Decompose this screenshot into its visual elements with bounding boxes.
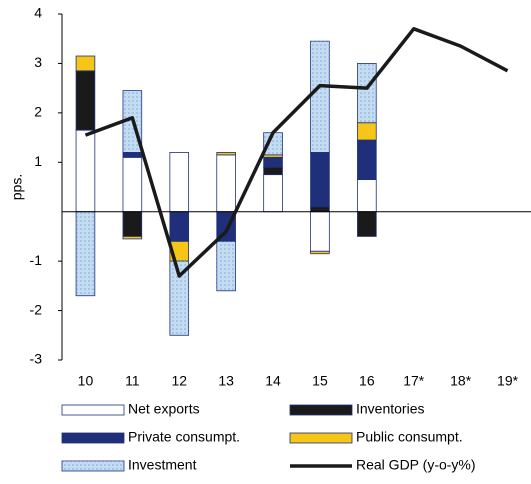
legend-label: Inventories bbox=[356, 401, 424, 417]
bar-segment bbox=[357, 211, 377, 237]
legend-swatch bbox=[61, 432, 125, 444]
legend-swatch bbox=[289, 432, 353, 444]
x-tick-label: 18* bbox=[450, 373, 472, 389]
bar-segment bbox=[75, 129, 96, 213]
legend-label: Public consumpt. bbox=[356, 429, 463, 445]
bar-segment bbox=[263, 166, 283, 176]
legend-pattern bbox=[62, 461, 124, 471]
bar-segment bbox=[122, 236, 143, 240]
bar-segment bbox=[357, 139, 377, 180]
x-tick-label: 16 bbox=[359, 373, 375, 389]
bar-segment bbox=[169, 151, 190, 213]
bar-segment bbox=[310, 151, 330, 208]
bar-segment bbox=[263, 174, 283, 213]
y-tick-label: -3 bbox=[30, 351, 43, 367]
y-tick-label: 2 bbox=[34, 104, 42, 120]
bar-segment bbox=[357, 179, 377, 213]
y-tick-label: 1 bbox=[34, 153, 42, 169]
x-tick-label: 12 bbox=[171, 373, 187, 389]
x-tick-label: 11 bbox=[125, 373, 140, 389]
y-axis-label: pps. bbox=[9, 174, 25, 200]
bar-pattern bbox=[263, 132, 283, 155]
bar-segment bbox=[263, 156, 283, 168]
bar-segment bbox=[310, 250, 330, 255]
legend-label: Investment bbox=[128, 457, 197, 473]
y-tick-label: -1 bbox=[30, 252, 43, 268]
y-tick-label: -2 bbox=[30, 301, 43, 317]
x-tick-label: 15 bbox=[312, 373, 328, 389]
bar-segment bbox=[357, 122, 377, 141]
bar-segment bbox=[310, 211, 330, 252]
x-tick-label: 17* bbox=[403, 373, 425, 389]
bar-segment bbox=[310, 206, 330, 213]
bar-segment bbox=[216, 151, 236, 156]
bar-segment bbox=[216, 154, 236, 213]
bar-pattern bbox=[310, 41, 330, 153]
legend-label: Real GDP (y-o-y%) bbox=[356, 457, 476, 473]
bar-pattern bbox=[216, 241, 236, 291]
bar-segment bbox=[169, 211, 190, 242]
x-tick-label: 19* bbox=[497, 373, 519, 389]
y-tick-label: 3 bbox=[34, 54, 42, 70]
bar-segment bbox=[75, 55, 96, 72]
legend-label: Net exports bbox=[128, 401, 200, 417]
bar-pattern bbox=[169, 261, 189, 336]
line bbox=[84, 27, 509, 278]
bar-segment bbox=[122, 211, 143, 237]
bar-segment bbox=[75, 70, 96, 131]
x-tick-label: 13 bbox=[218, 373, 234, 389]
bar-pattern bbox=[357, 63, 377, 123]
legend-swatch bbox=[289, 404, 353, 416]
legend-label: Private consumpt. bbox=[128, 429, 240, 445]
bar-segment bbox=[122, 156, 143, 213]
y-tick-label: 4 bbox=[34, 5, 42, 21]
bar-pattern bbox=[76, 211, 95, 296]
x-tick-label: 14 bbox=[265, 373, 281, 389]
legend-swatch bbox=[61, 404, 125, 416]
x-tick-label: 10 bbox=[78, 373, 94, 389]
bar-segment bbox=[122, 151, 143, 158]
